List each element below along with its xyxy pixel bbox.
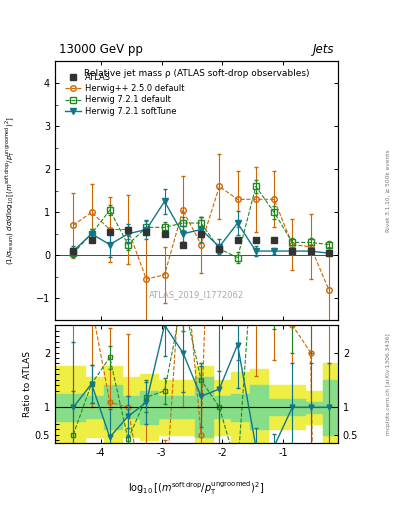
Text: Relative jet mass ρ (ATLAS soft-drop observables): Relative jet mass ρ (ATLAS soft-drop obs… <box>84 69 309 78</box>
Text: mcplots.cern.ch [arXiv:1306.3436]: mcplots.cern.ch [arXiv:1306.3436] <box>386 333 391 435</box>
Text: ATLAS_2019_I1772062: ATLAS_2019_I1772062 <box>149 290 244 300</box>
Y-axis label: Ratio to ATLAS: Ratio to ATLAS <box>23 351 32 417</box>
Text: Jets: Jets <box>312 44 334 56</box>
Text: Rivet 3.1.10, ≥ 500k events: Rivet 3.1.10, ≥ 500k events <box>386 150 391 232</box>
Text: $\log_{10}[(m^\mathrm{soft\,drop}/p_\mathrm{T}^\mathrm{ungroomed})^2]$: $\log_{10}[(m^\mathrm{soft\,drop}/p_\mat… <box>129 479 264 497</box>
Text: $(1/\sigma_\mathrm{resum})\ d\sigma/d\log_{10}[(m^\mathrm{soft\,drop}/p_\mathrm{: $(1/\sigma_\mathrm{resum})\ d\sigma/d\lo… <box>4 116 18 265</box>
Text: 13000 GeV pp: 13000 GeV pp <box>59 44 143 56</box>
Legend: ATLAS, Herwig++ 2.5.0 default, Herwig 7.2.1 default, Herwig 7.2.1 softTune: ATLAS, Herwig++ 2.5.0 default, Herwig 7.… <box>62 71 187 118</box>
